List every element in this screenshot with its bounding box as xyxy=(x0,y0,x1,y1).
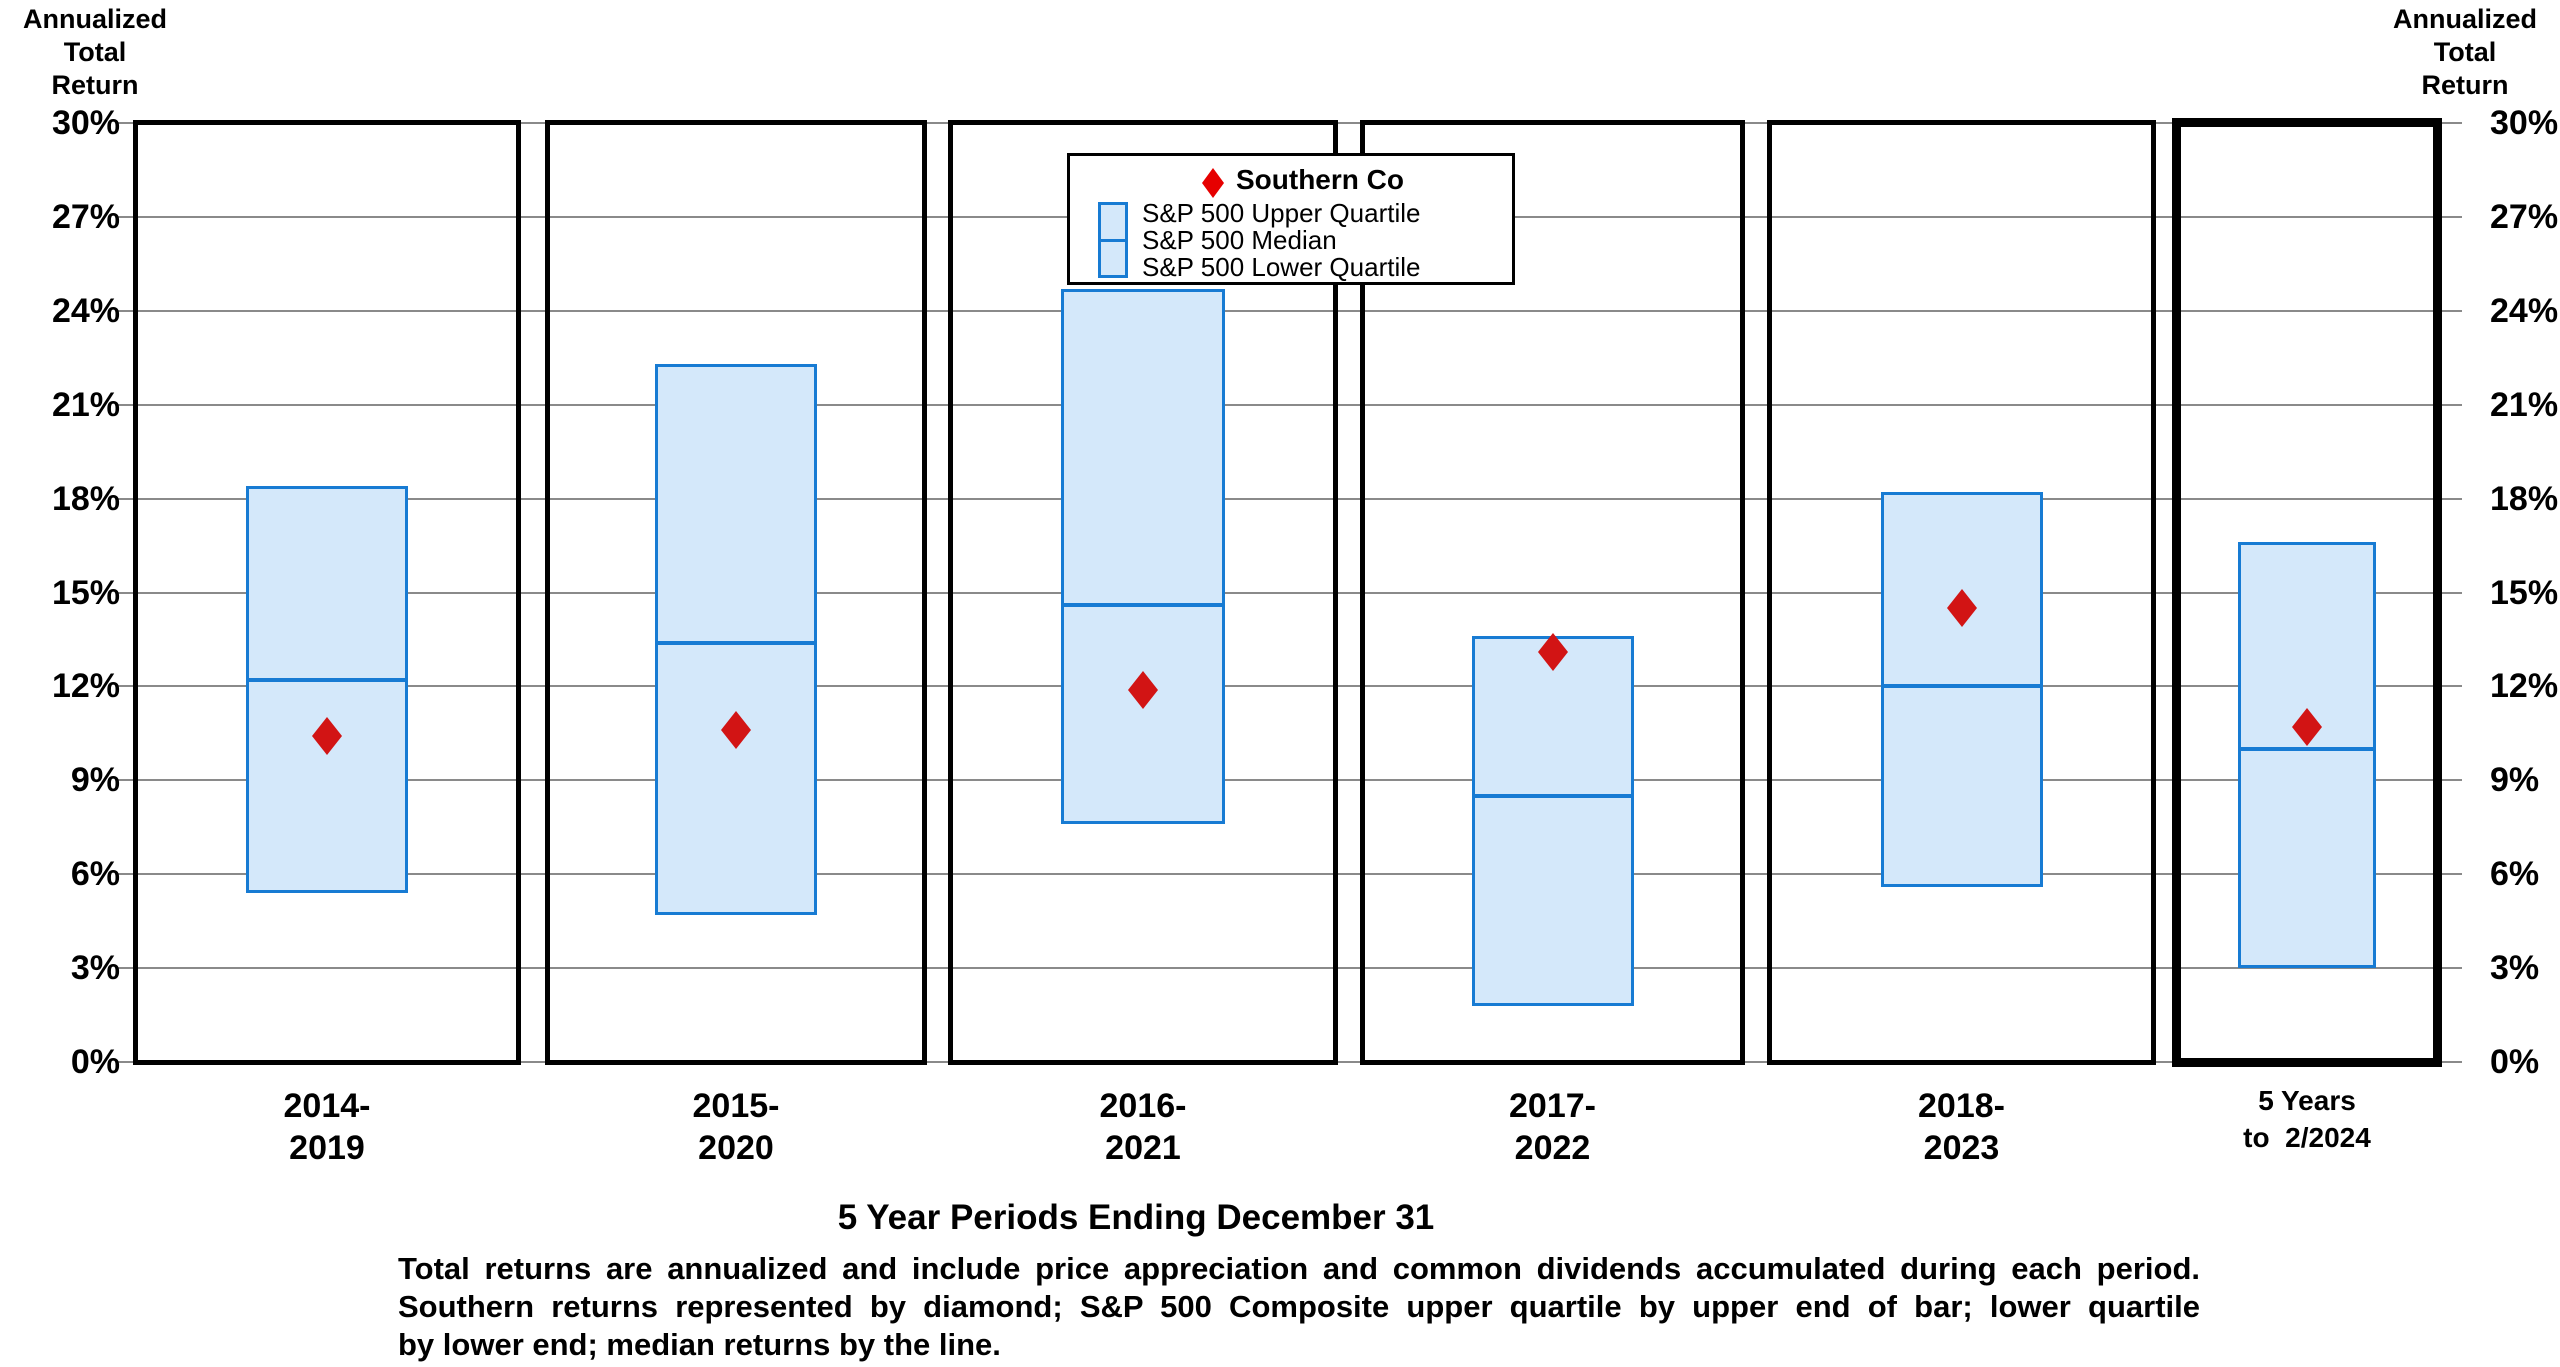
gridline-18% xyxy=(116,498,2462,500)
legend-lower-quartile-label: S&P 500 Lower Quartile xyxy=(1142,252,1421,282)
right-axis-header-line1: Annualized xyxy=(2392,4,2537,34)
period-panel-5 xyxy=(1767,120,2156,1065)
y-tick-right-12%: 12% xyxy=(2490,667,2559,705)
right-axis-header: Annualized Total Return xyxy=(2370,3,2560,102)
x-category-label-5-line1: 2018- xyxy=(1918,1087,2005,1125)
gridline-15% xyxy=(116,592,2462,594)
x-category-label-3-line1: 2016- xyxy=(1099,1087,1187,1125)
y-tick-right-27%: 27% xyxy=(2490,198,2559,236)
x-category-label-2: 2015- 2020 xyxy=(545,1085,927,1169)
left-axis-header-line3: Return xyxy=(51,70,139,100)
y-tick-left-18%: 18% xyxy=(51,480,120,518)
x-axis-title: 5 Year Periods Ending December 31 xyxy=(837,1198,1435,1237)
southern-co-diamond-icon xyxy=(1202,168,1224,198)
y-tick-right-15%: 15% xyxy=(2490,574,2559,612)
y-tick-left-24%: 24% xyxy=(51,292,120,330)
x-category-label-6: 5 Years to 2/2024 xyxy=(2172,1082,2442,1156)
legend-median-label: S&P 500 Median xyxy=(1142,225,1337,255)
quartile-range-bar-1 xyxy=(246,486,408,893)
x-category-label-3: 2016- 2021 xyxy=(948,1085,1338,1169)
y-tick-right-9%: 9% xyxy=(2490,761,2540,799)
footnote-line3: by lower end; median returns by the line… xyxy=(398,1327,1001,1362)
gridline-3% xyxy=(116,967,2462,969)
x-category-label-4-line1: 2017- xyxy=(1509,1087,1596,1125)
left-axis-header: Annualized Total Return xyxy=(0,3,190,102)
gridline-12% xyxy=(116,685,2462,687)
left-axis-header-line1: Annualized xyxy=(22,4,167,34)
quartile-range-bar-4 xyxy=(1472,636,1634,1006)
median-line-3 xyxy=(1063,603,1223,607)
median-line-2 xyxy=(657,641,815,645)
period-panel-2 xyxy=(545,120,927,1065)
y-tick-right-0%: 0% xyxy=(2490,1043,2540,1081)
y-tick-right-18%: 18% xyxy=(2490,480,2559,518)
period-panel-6 xyxy=(2172,118,2442,1067)
x-category-label-5: 2018- 2023 xyxy=(1767,1085,2156,1169)
median-line-6 xyxy=(2240,747,2374,751)
median-line-5 xyxy=(1883,684,2041,688)
x-category-label-4: 2017- 2022 xyxy=(1360,1085,1745,1169)
quartile-range-bar-5 xyxy=(1881,492,2043,887)
y-tick-left-21%: 21% xyxy=(51,386,120,424)
quartile-range-glyph-icon xyxy=(1098,202,1128,278)
y-tick-left-27%: 27% xyxy=(51,198,120,236)
x-category-label-1: 2014- 2019 xyxy=(133,1085,521,1169)
legend-box: Southern Co S&P 500 Upper Quartile S&P 5… xyxy=(1067,153,1515,285)
median-line-1 xyxy=(248,678,406,682)
quartile-range-bar-3 xyxy=(1061,289,1225,824)
y-tick-right-30%: 30% xyxy=(2490,104,2559,142)
quartile-range-bar-6 xyxy=(2238,542,2376,968)
footnote-line1: Total returns are annualized and include… xyxy=(398,1251,2200,1286)
y-tick-right-21%: 21% xyxy=(2490,386,2559,424)
gridline-6% xyxy=(116,873,2462,875)
period-panel-1 xyxy=(133,120,521,1065)
footnote-line2: Southern returns represented by diamond;… xyxy=(398,1289,2200,1324)
y-tick-right-6%: 6% xyxy=(2490,855,2540,893)
y-tick-left-12%: 12% xyxy=(51,667,120,705)
y-tick-right-3%: 3% xyxy=(2490,949,2540,987)
median-line-4 xyxy=(1474,794,1632,798)
y-tick-left-6%: 6% xyxy=(70,855,120,893)
y-tick-left-15%: 15% xyxy=(51,574,120,612)
x-category-label-4-line2: 2022 xyxy=(1514,1129,1591,1167)
y-tick-left-3%: 3% xyxy=(70,949,120,987)
left-axis-header-line2: Total xyxy=(63,37,127,67)
x-category-label-3-line2: 2021 xyxy=(1105,1129,1181,1167)
period-panel-3 xyxy=(948,120,1338,1065)
x-category-label-6-line1: 5 Years xyxy=(2258,1085,2356,1116)
y-tick-left-30%: 30% xyxy=(51,104,120,142)
y-tick-right-24%: 24% xyxy=(2490,292,2559,330)
x-category-label-6-line2: to 2/2024 xyxy=(2243,1122,2371,1153)
x-category-label-2-line1: 2015- xyxy=(692,1087,780,1125)
right-axis-header-line2: Total xyxy=(2433,37,2497,67)
x-category-label-1-line1: 2014- xyxy=(283,1087,371,1125)
x-category-label-5-line2: 2023 xyxy=(1923,1129,2000,1167)
y-tick-left-0%: 0% xyxy=(70,1043,120,1081)
quartile-glyph-median-line xyxy=(1101,239,1125,242)
x-category-label-1-line2: 2019 xyxy=(289,1129,365,1167)
gridline-9% xyxy=(116,779,2462,781)
legend-southern-co-label: Southern Co xyxy=(1236,164,1404,195)
x-category-label-2-line2: 2020 xyxy=(698,1129,774,1167)
gridline-21% xyxy=(116,404,2462,406)
legend-items: S&P 500 Upper Quartile S&P 500 Median S&… xyxy=(1142,200,1420,281)
footnote: Total returns are annualized and include… xyxy=(398,1250,2200,1364)
period-panel-4 xyxy=(1360,120,1745,1065)
legend-upper-quartile-label: S&P 500 Upper Quartile xyxy=(1142,198,1421,228)
right-axis-header-line3: Return xyxy=(2421,70,2509,100)
y-tick-left-9%: 9% xyxy=(70,761,120,799)
quartile-range-bar-2 xyxy=(655,364,817,915)
gridline-24% xyxy=(116,310,2462,312)
